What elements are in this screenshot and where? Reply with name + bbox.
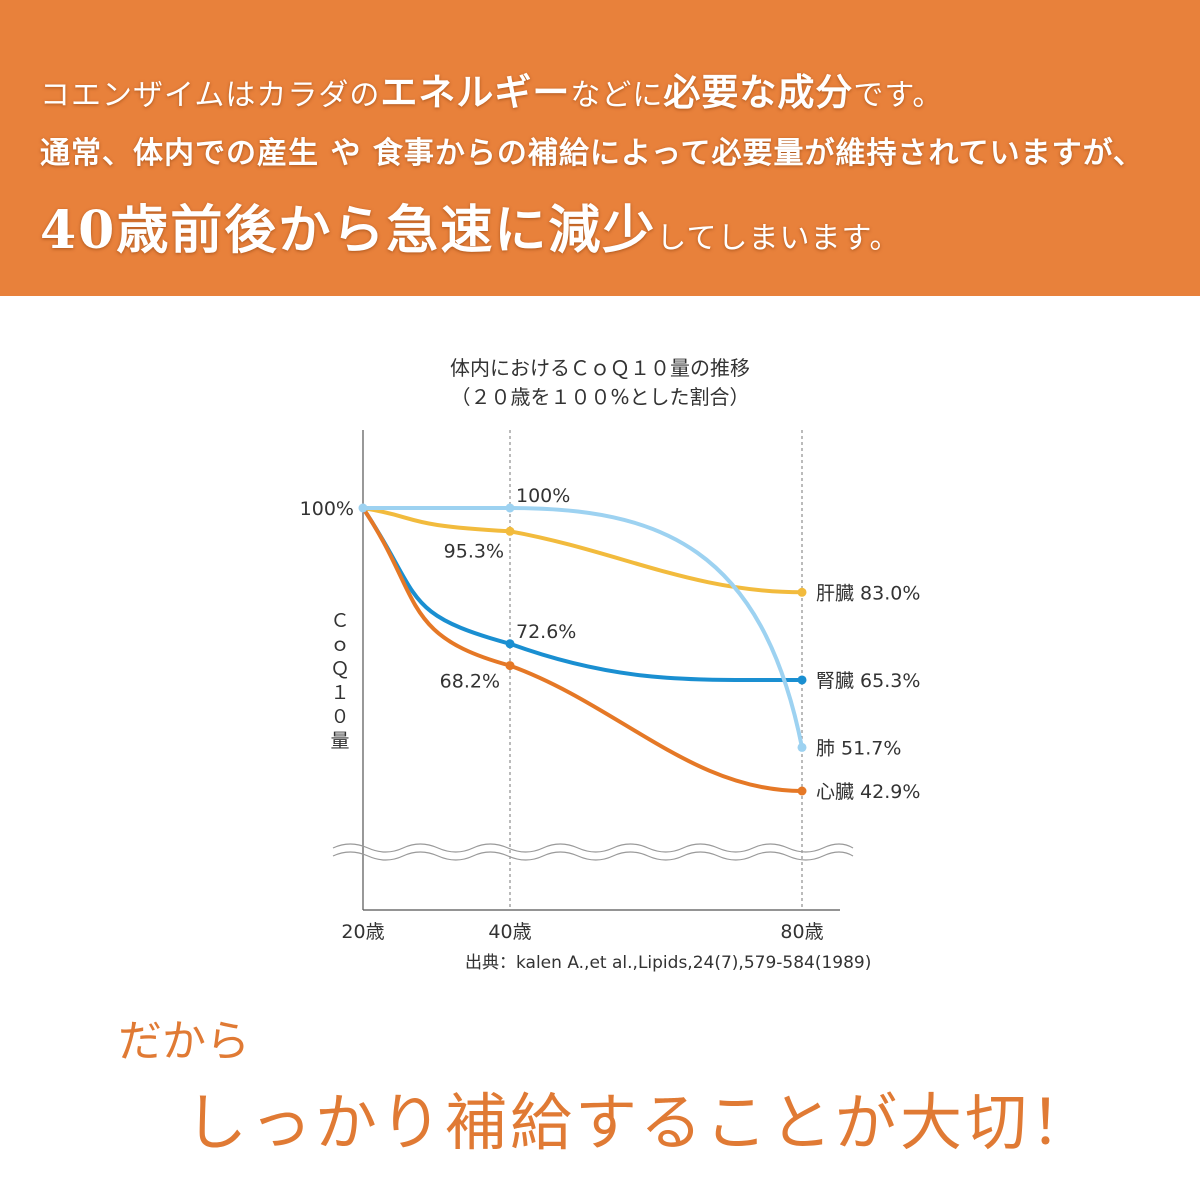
banner-text: などに — [570, 78, 664, 113]
chart-title: 体内におけるＣｏＱ１０量の推移 — [450, 356, 750, 380]
series-line-0 — [362, 506, 803, 595]
series-labels: 95.3% 肝臓 83.0% 72.6% 腎臓 65.3% 100% 肺 51.7% 68.… — [440, 485, 921, 803]
series-end-value: 42.9% — [860, 781, 920, 803]
series-line-2 — [363, 506, 804, 748]
banner-text: してしまいます。 — [656, 221, 901, 256]
data-point-2-2 — [797, 742, 807, 752]
series-end-value: 83.0% — [860, 582, 920, 604]
banner-line-2: 通常、体内での産生 や 食事からの補給によって必要量が維持されていますが、 — [40, 136, 1144, 171]
series-points — [358, 503, 807, 796]
series-lines — [361, 506, 804, 793]
banner-line-3: 40歳前後から急速に減少してしまいます。 — [40, 188, 900, 263]
x-tick-label-20: 20歳 — [341, 921, 384, 943]
y-axis-label-char: Ｃ — [330, 610, 349, 632]
series-name: 肝臓 — [816, 582, 860, 604]
axis-break-upper — [332, 843, 854, 853]
axis-break-lower — [332, 851, 854, 861]
data-point-0-1 — [505, 526, 515, 536]
chart-source: 出典：kalen A.,et al.,Lipids,24(7),579-584(… — [465, 953, 871, 973]
data-point-start — [358, 503, 368, 513]
chart-subtitle: （２０歳を１００%とした割合） — [450, 385, 749, 409]
mid-value-label-3: 68.2% — [440, 671, 500, 693]
end-label-0: 肝臓 83.0% — [816, 582, 920, 604]
series-name: 腎臓 — [816, 670, 860, 692]
data-point-1-2 — [797, 675, 807, 685]
end-label-3: 心臓 42.9% — [816, 781, 920, 803]
data-point-1-1 — [505, 639, 515, 649]
y-axis-label: ＣｏＱ１０量 — [330, 610, 349, 752]
banner-headline: 40歳前後から急速に減少 — [40, 200, 657, 261]
x-tick-label-80: 80歳 — [780, 921, 823, 943]
closing-line-2: しっかり補給することが大切！ — [185, 1086, 1096, 1159]
closing-line-1: だから — [118, 1016, 250, 1067]
series-end-value: 65.3% — [860, 670, 920, 692]
y-axis-label-char: Ｑ — [330, 658, 349, 680]
x-tick-label-40: 40歳 — [488, 921, 531, 943]
mid-value-label-1: 72.6% — [516, 621, 576, 643]
data-point-0-2 — [797, 587, 807, 597]
coq10-chart: 体内におけるＣｏＱ１０量の推移 （２０歳を１００%とした割合） 100% ＣｏＱ… — [300, 356, 921, 973]
series-end-value: 51.7% — [841, 737, 901, 759]
data-point-3-2 — [797, 786, 807, 796]
data-point-3-1 — [505, 661, 515, 671]
y-axis-label-char: １ — [330, 682, 349, 704]
banner-emphasis: 必要な成分 — [663, 70, 854, 114]
mid-value-label-2: 100% — [516, 485, 570, 507]
series-line-1 — [361, 506, 803, 683]
mid-value-label-0: 95.3% — [444, 540, 504, 562]
banner-emphasis: エネルギー — [380, 70, 571, 114]
series-name: 肺 — [816, 737, 841, 759]
y-tick-label: 100% — [300, 498, 354, 520]
series-name: 心臓 — [816, 781, 860, 803]
data-point-2-1 — [505, 503, 515, 513]
header-banner: コエンザイムはカラダのエネルギーなどに必要な成分です。 通常、体内での産生 や … — [0, 0, 1200, 296]
y-axis-label-char: 量 — [330, 730, 349, 752]
y-axis-label-char: ｏ — [330, 634, 349, 656]
end-label-1: 腎臓 65.3% — [816, 670, 920, 692]
banner-text: です。 — [853, 78, 944, 113]
y-axis-label-char: ０ — [330, 706, 349, 728]
end-label-2: 肺 51.7% — [816, 737, 901, 759]
banner-line-1: コエンザイムはカラダのエネルギーなどに必要な成分です。 — [40, 62, 943, 116]
banner-text: コエンザイムはカラダの — [40, 78, 381, 113]
series-line-3 — [361, 506, 803, 793]
